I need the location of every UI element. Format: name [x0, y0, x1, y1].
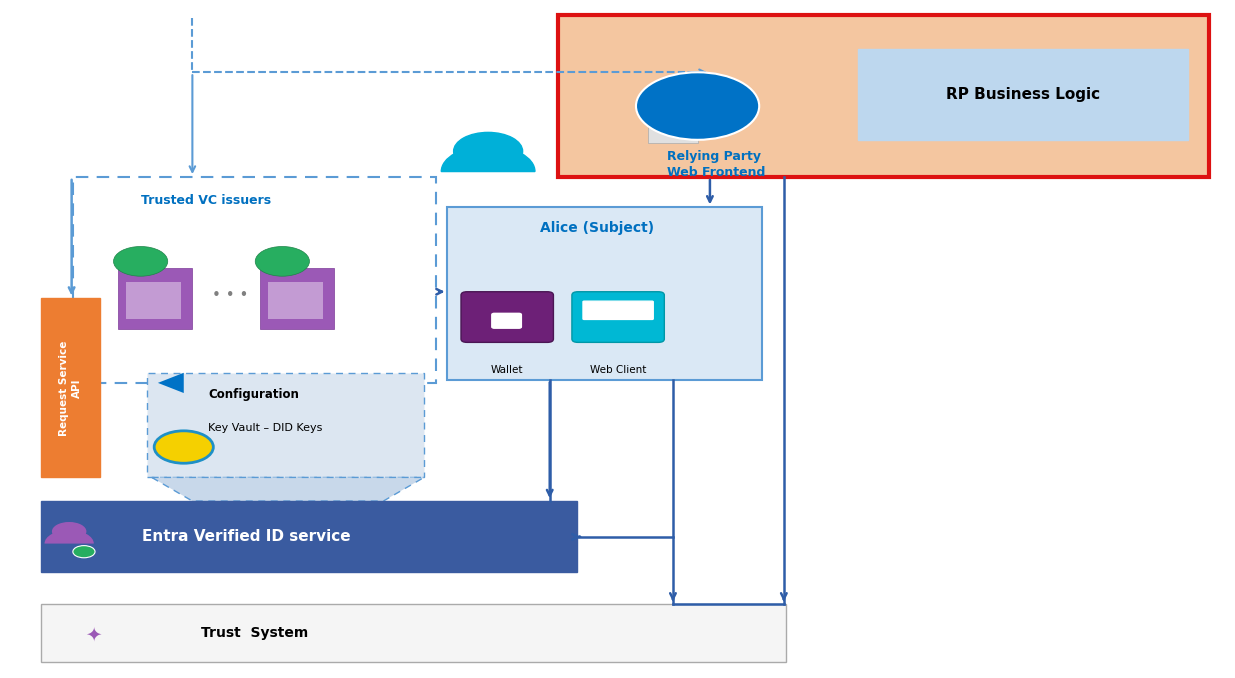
- FancyBboxPatch shape: [492, 313, 521, 328]
- Circle shape: [453, 132, 522, 170]
- Circle shape: [114, 247, 168, 276]
- FancyBboxPatch shape: [261, 268, 335, 329]
- FancyBboxPatch shape: [126, 281, 182, 319]
- FancyBboxPatch shape: [461, 292, 553, 342]
- Text: • • •: • • •: [212, 287, 248, 302]
- Circle shape: [52, 522, 86, 541]
- Text: Trusted VC issuers: Trusted VC issuers: [141, 194, 270, 207]
- Bar: [41, 604, 787, 662]
- FancyBboxPatch shape: [583, 301, 653, 319]
- Polygon shape: [158, 373, 184, 393]
- Bar: [147, 373, 424, 477]
- Circle shape: [73, 546, 95, 558]
- Text: RP Business Logic: RP Business Logic: [946, 87, 1100, 102]
- FancyBboxPatch shape: [268, 281, 324, 319]
- FancyBboxPatch shape: [119, 268, 193, 329]
- Bar: [447, 207, 762, 380]
- Circle shape: [636, 73, 760, 140]
- Wedge shape: [441, 146, 535, 172]
- Text: ✦: ✦: [85, 625, 103, 644]
- Circle shape: [256, 247, 310, 276]
- FancyBboxPatch shape: [572, 292, 664, 342]
- Wedge shape: [44, 530, 94, 544]
- Text: Wallet: Wallet: [492, 365, 524, 375]
- Text: Trust  System: Trust System: [201, 626, 309, 640]
- Text: Alice (Subject): Alice (Subject): [540, 221, 655, 235]
- Text: Web Client: Web Client: [590, 365, 646, 375]
- Bar: [41, 501, 577, 572]
- Text: Key Vault – DID Keys: Key Vault – DID Keys: [209, 423, 322, 433]
- Bar: [858, 49, 1188, 140]
- Bar: [558, 15, 1209, 177]
- Bar: [73, 177, 436, 383]
- Circle shape: [154, 431, 214, 463]
- Bar: [41, 298, 100, 477]
- Text: Entra Verified ID service: Entra Verified ID service: [142, 529, 351, 544]
- Text: Request Service
API: Request Service API: [59, 340, 82, 436]
- FancyBboxPatch shape: [648, 96, 698, 143]
- Text: Relying Party
Web Frontend: Relying Party Web Frontend: [667, 150, 766, 179]
- Polygon shape: [152, 477, 424, 501]
- Text: Configuration: Configuration: [209, 388, 299, 401]
